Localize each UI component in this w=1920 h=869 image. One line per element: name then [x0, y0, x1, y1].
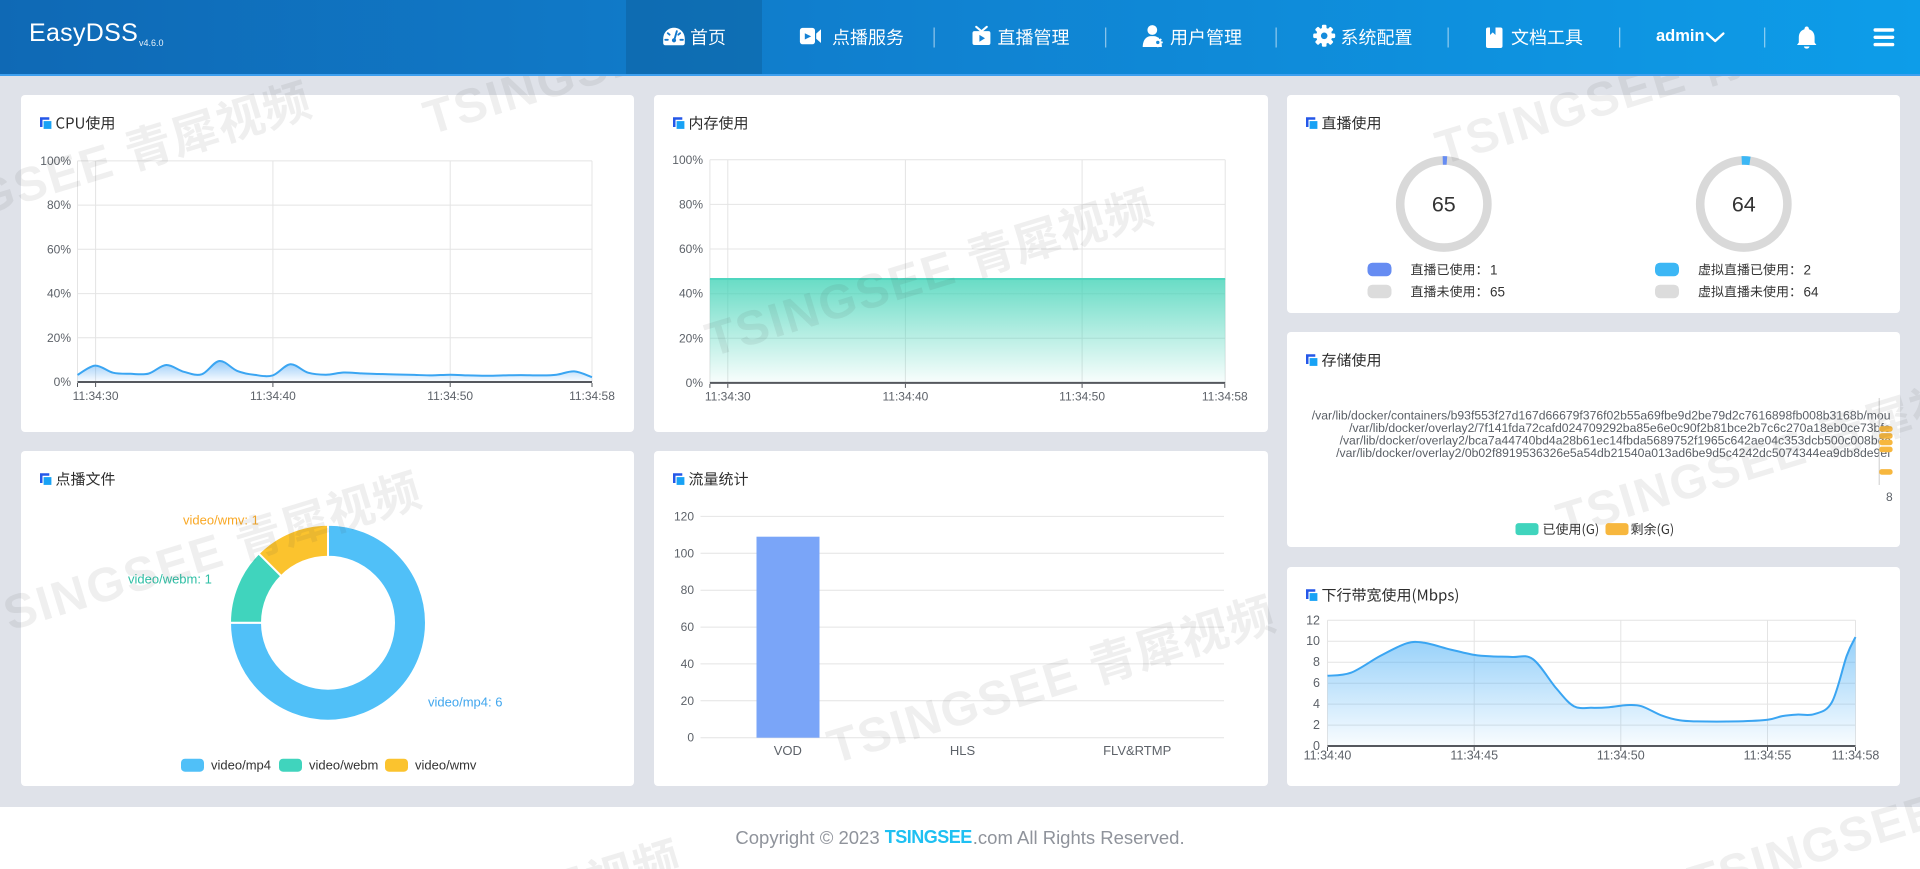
- svg-text:11:34:50: 11:34:50: [1059, 390, 1105, 404]
- svg-text:11:34:50: 11:34:50: [1596, 748, 1644, 762]
- svg-text:120: 120: [673, 510, 693, 524]
- svg-text:2: 2: [1803, 262, 1811, 277]
- svg-text:11:34:40: 11:34:40: [882, 390, 928, 404]
- svg-text:video/webm: video/webm: [309, 758, 378, 773]
- svg-text:64: 64: [1803, 284, 1819, 299]
- svg-text:80: 80: [680, 583, 694, 597]
- svg-text:8: 8: [1886, 490, 1893, 504]
- svg-text:11:34:50: 11:34:50: [427, 389, 473, 403]
- svg-text:60%: 60%: [47, 242, 71, 256]
- svg-text:11:34:58: 11:34:58: [569, 389, 615, 403]
- svg-text:11:34:40: 11:34:40: [1303, 748, 1351, 762]
- svg-text:60: 60: [680, 620, 694, 634]
- svg-text:40: 40: [680, 657, 694, 671]
- svg-text:20: 20: [680, 694, 694, 708]
- svg-text:100%: 100%: [672, 153, 703, 167]
- svg-text:11:34:30: 11:34:30: [73, 389, 119, 403]
- svg-text:8: 8: [1313, 655, 1320, 669]
- svg-text:11:34:45: 11:34:45: [1450, 748, 1498, 762]
- svg-text:40%: 40%: [47, 287, 71, 301]
- svg-text:video/wmv: 1: video/wmv: 1: [183, 513, 259, 528]
- svg-text:FLV&RTMP: FLV&RTMP: [1103, 743, 1171, 758]
- svg-text:0%: 0%: [685, 376, 703, 390]
- svg-text:100%: 100%: [40, 154, 71, 168]
- svg-text:64: 64: [1731, 193, 1755, 217]
- svg-text:video/mp4: 6: video/mp4: 6: [428, 695, 502, 710]
- svg-text:11:34:55: 11:34:55: [1743, 748, 1791, 762]
- svg-text:65: 65: [1490, 284, 1505, 299]
- svg-text:20%: 20%: [678, 331, 702, 345]
- svg-text:1: 1: [1490, 262, 1498, 277]
- svg-text:65: 65: [1431, 193, 1455, 217]
- svg-text:12: 12: [1306, 613, 1320, 627]
- svg-text:/var/lib/docker/overlay2/0b02f: /var/lib/docker/overlay2/0b02f8919536326…: [1336, 446, 1891, 460]
- svg-text:80%: 80%: [678, 197, 702, 211]
- svg-text:60%: 60%: [678, 242, 702, 256]
- svg-text:0: 0: [687, 731, 694, 745]
- svg-text:VOD: VOD: [773, 743, 801, 758]
- svg-text:0: 0: [1313, 739, 1320, 753]
- svg-text:20%: 20%: [47, 331, 71, 345]
- svg-text:11:34:40: 11:34:40: [250, 389, 296, 403]
- svg-text:100: 100: [673, 547, 693, 561]
- svg-text:video/webm: 1: video/webm: 1: [128, 572, 212, 587]
- svg-text:11:34:30: 11:34:30: [704, 390, 750, 404]
- svg-text:2: 2: [1313, 718, 1320, 732]
- svg-text:video/mp4: video/mp4: [211, 758, 271, 773]
- svg-text:11:34:58: 11:34:58: [1831, 748, 1879, 762]
- svg-text:6: 6: [1313, 676, 1320, 690]
- svg-text:HLS: HLS: [949, 743, 975, 758]
- svg-text:video/wmv: video/wmv: [415, 758, 477, 773]
- svg-text:10: 10: [1306, 634, 1320, 648]
- svg-text:40%: 40%: [678, 287, 702, 301]
- svg-text:80%: 80%: [47, 198, 71, 212]
- svg-text:4: 4: [1313, 697, 1320, 711]
- svg-text:11:34:58: 11:34:58: [1201, 390, 1247, 404]
- svg-text:0%: 0%: [54, 375, 72, 389]
